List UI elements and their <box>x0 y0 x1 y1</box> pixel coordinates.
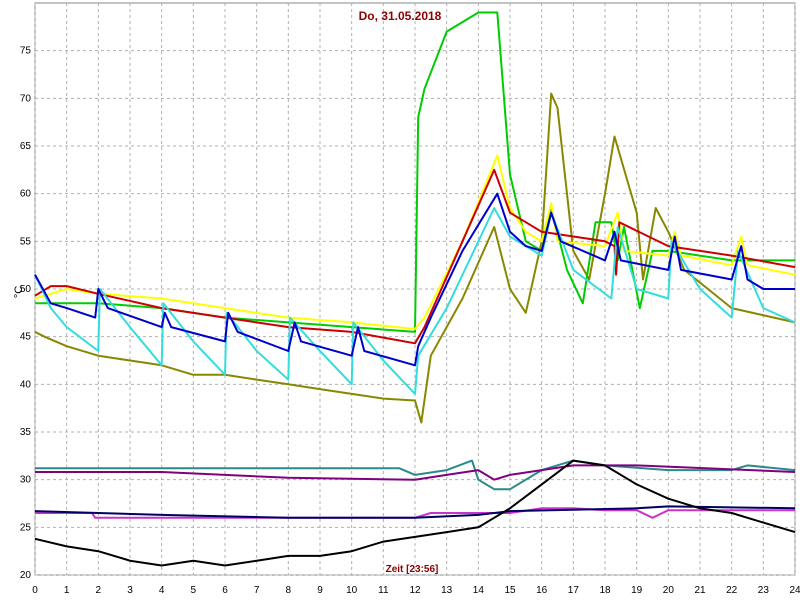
x-tick-label: 22 <box>726 585 738 596</box>
x-tick-label: 8 <box>286 585 292 596</box>
x-axis-label: Zeit [23:56] <box>386 564 439 575</box>
x-tick-label: 19 <box>631 585 643 596</box>
y-tick-label: 25 <box>20 522 32 533</box>
y-tick-label: 60 <box>20 189 32 200</box>
series-line <box>34 168 796 345</box>
y-tick-label: 35 <box>20 427 32 438</box>
x-tick-label: 6 <box>222 585 228 596</box>
series-line <box>35 464 796 481</box>
x-tick-label: 17 <box>568 585 580 596</box>
x-tick-label: 13 <box>441 585 453 596</box>
series-line <box>35 459 796 491</box>
x-tick-label: 24 <box>789 585 800 596</box>
y-tick-label: 40 <box>20 379 32 390</box>
x-tick-label: 3 <box>127 585 133 596</box>
x-tick-label: 0 <box>32 585 38 596</box>
x-tick-label: 11 <box>378 585 389 596</box>
chart-title: Do, 31.05.2018 <box>359 9 442 23</box>
y-tick-label: 50 <box>20 284 32 295</box>
x-tick-label: 5 <box>191 585 197 596</box>
y-tick-label: 30 <box>20 475 32 486</box>
x-tick-label: 20 <box>663 585 675 596</box>
series-line <box>34 192 795 367</box>
x-tick-label: 2 <box>96 585 102 596</box>
y-tick-label: 65 <box>20 141 32 152</box>
series-line <box>34 459 796 567</box>
x-tick-label: 7 <box>254 585 260 596</box>
y-tick-label: 45 <box>20 332 32 343</box>
y-tick-label: 55 <box>20 236 32 247</box>
series-line <box>34 505 796 519</box>
x-tick-label: 21 <box>694 585 706 596</box>
y-tick-label: 75 <box>20 46 32 57</box>
x-tick-label: 12 <box>409 585 421 596</box>
x-tick-label: 1 <box>64 585 70 596</box>
x-tick-label: 16 <box>536 585 548 596</box>
series-line <box>34 207 796 395</box>
y-axis-label: °C <box>13 286 25 298</box>
y-tick-label: 70 <box>20 93 32 104</box>
series-line <box>34 154 796 330</box>
y-tick-label: 20 <box>20 570 32 581</box>
x-tick-label: 23 <box>758 585 770 596</box>
x-tick-label: 18 <box>599 585 611 596</box>
x-tick-label: 15 <box>504 585 516 596</box>
x-tick-label: 10 <box>346 585 358 596</box>
x-tick-label: 9 <box>317 585 323 596</box>
series-line <box>35 507 795 519</box>
series-line <box>34 92 796 424</box>
x-tick-label: 4 <box>159 585 165 596</box>
x-tick-label: 14 <box>473 585 485 596</box>
